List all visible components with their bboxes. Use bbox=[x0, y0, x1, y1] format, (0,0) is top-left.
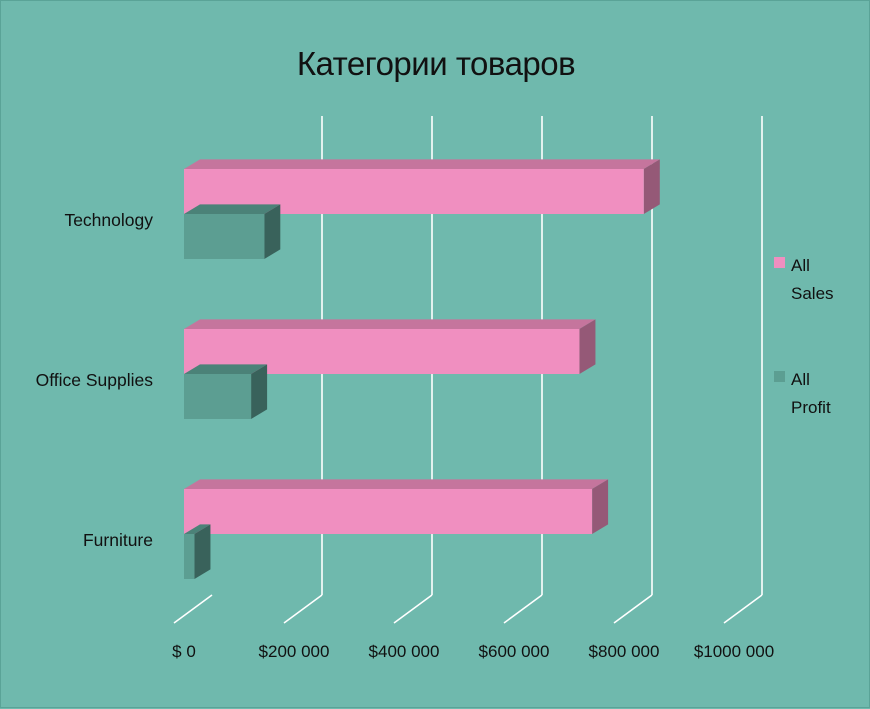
category-label: Technology bbox=[64, 210, 153, 230]
x-tick-label: $800 000 bbox=[589, 642, 660, 661]
bar-side bbox=[579, 319, 596, 374]
category-label: Furniture bbox=[83, 530, 153, 550]
bar-top bbox=[184, 319, 596, 329]
bar-top bbox=[184, 479, 609, 489]
profit-bar bbox=[184, 374, 252, 419]
bar-top bbox=[184, 364, 268, 374]
legend-label: Sales bbox=[791, 284, 834, 303]
profit-bar bbox=[184, 214, 265, 259]
profit-bar bbox=[184, 534, 195, 579]
gridline-floor bbox=[723, 594, 763, 624]
gridline-floor bbox=[503, 594, 543, 624]
sales-bar bbox=[184, 489, 593, 534]
bar-side bbox=[194, 524, 211, 579]
bar-side bbox=[264, 204, 281, 259]
legend-swatch bbox=[774, 257, 785, 268]
gridline-floor bbox=[283, 594, 323, 624]
gridline-floor bbox=[613, 594, 653, 624]
chart-title: Категории товаров bbox=[296, 45, 576, 82]
legend-label: Profit bbox=[791, 398, 831, 417]
category-label: Office Supplies bbox=[36, 370, 154, 390]
x-tick-label: $600 000 bbox=[479, 642, 550, 661]
legend-label: All bbox=[791, 256, 810, 275]
gridline-floor bbox=[173, 594, 213, 624]
bar-side bbox=[592, 479, 609, 534]
gridline-floor bbox=[393, 594, 433, 624]
bar-top bbox=[184, 159, 660, 169]
legend-label: All bbox=[791, 370, 810, 389]
bar-top bbox=[184, 524, 211, 534]
bar-side bbox=[251, 364, 268, 419]
x-tick-label: $ 0 bbox=[172, 642, 196, 661]
x-tick-label: $1000 000 bbox=[694, 642, 774, 661]
bar-side bbox=[643, 159, 660, 214]
legend-swatch bbox=[774, 371, 785, 382]
x-tick-label: $200 000 bbox=[259, 642, 330, 661]
bar-top bbox=[184, 204, 281, 214]
x-tick-label: $400 000 bbox=[369, 642, 440, 661]
